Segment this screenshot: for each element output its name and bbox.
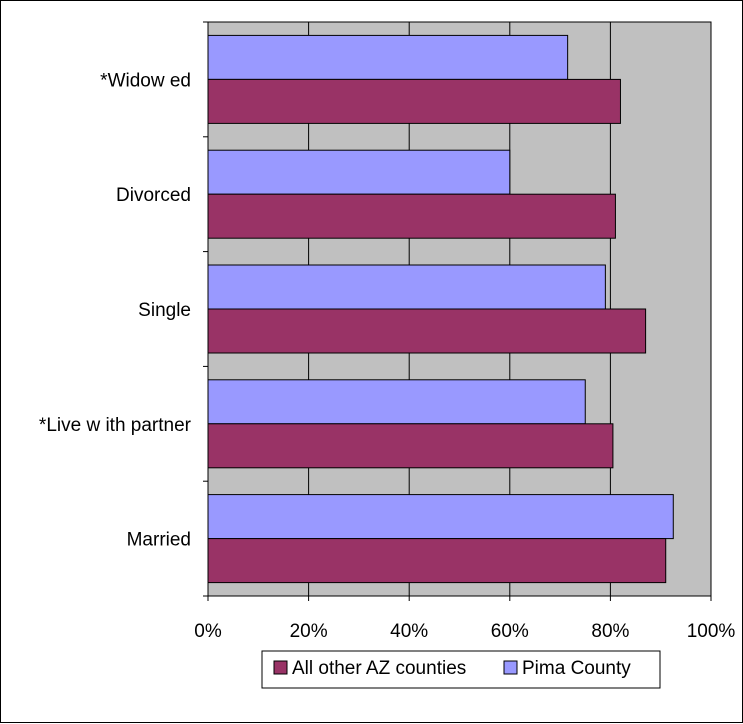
category-label: Divorced [116,185,191,206]
legend-swatch-series-1 [503,660,518,675]
x-tick-label: 40% [390,621,428,642]
category-label: *Widow ed [100,70,191,91]
bar-all-other-az-counties [207,78,621,124]
bar-pima-county [207,379,586,425]
bar-all-other-az-counties [207,193,616,239]
x-tick-label: 0% [194,621,222,642]
category-label: *Live w ith partner [39,415,192,436]
bar-pima-county [207,34,569,80]
bar-pima-county [207,264,606,310]
legend-box [261,650,661,689]
x-tick-label: 20% [290,621,328,642]
bars [207,34,674,584]
legend-label-series-1: Pima County [522,658,631,679]
x-tick-label: 100% [687,621,736,642]
category-label: Married [127,530,191,551]
category-label: Single [138,300,191,321]
bar-pima-county [207,494,674,540]
category-labels: Married *Live w ith partner Single Divorced… [39,70,192,550]
bar-all-other-az-counties [207,423,614,469]
bar-all-other-az-counties [207,308,647,354]
legend: All other AZ counties Pima County [261,650,661,689]
legend-swatch-series-0 [273,660,288,675]
bar-pima-county [207,149,511,195]
legend-label-series-0: All other AZ counties [292,658,466,679]
x-tick-labels: 0% 20% 40% 60% 80% 100% [194,621,735,642]
bar-all-other-az-counties [207,538,667,584]
x-tick-label: 80% [591,621,629,642]
x-tick-label: 60% [491,621,529,642]
axes [203,21,712,601]
